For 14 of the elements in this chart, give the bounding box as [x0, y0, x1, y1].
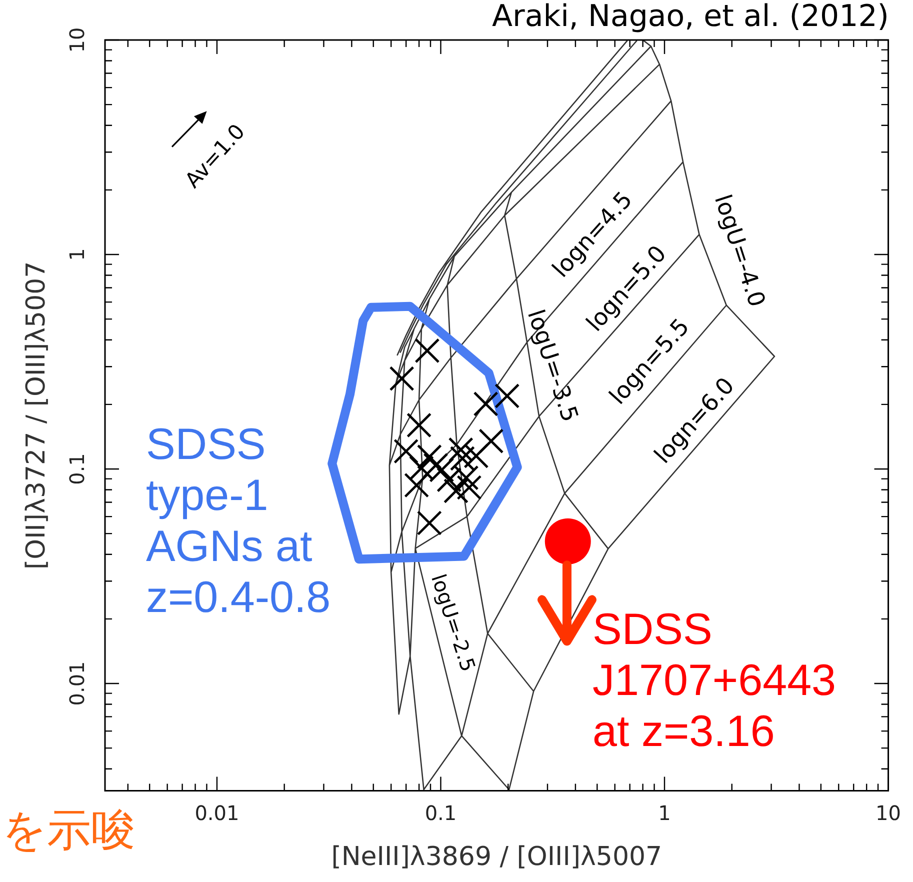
x-tick-label: 10	[876, 801, 901, 826]
text: を示唆	[2, 806, 135, 857]
annotation: SDSS type-1 AGNs at z=0.4-0.8	[146, 418, 331, 623]
x-tick-label: 0.1	[424, 801, 457, 826]
x-axis-title: [NeIII]λ3869 / [OIII]λ5007	[331, 842, 662, 872]
y-tick-label: 1	[65, 248, 90, 261]
y-tick-label: 0.01	[65, 661, 90, 706]
chart-title: Araki, Nagao, et al. (2012)	[492, 0, 889, 34]
y-tick-label: 0.1	[65, 453, 90, 485]
y-tick-label: 10	[65, 27, 90, 53]
x-tick-label: 1	[658, 801, 671, 826]
x-tick-label: 0.01	[194, 801, 240, 826]
annotation: SDSS J1707+6443 at z=3.16	[592, 604, 836, 757]
y-axis-title: [OII]λ3727 / [OIII]λ5007	[21, 261, 52, 570]
